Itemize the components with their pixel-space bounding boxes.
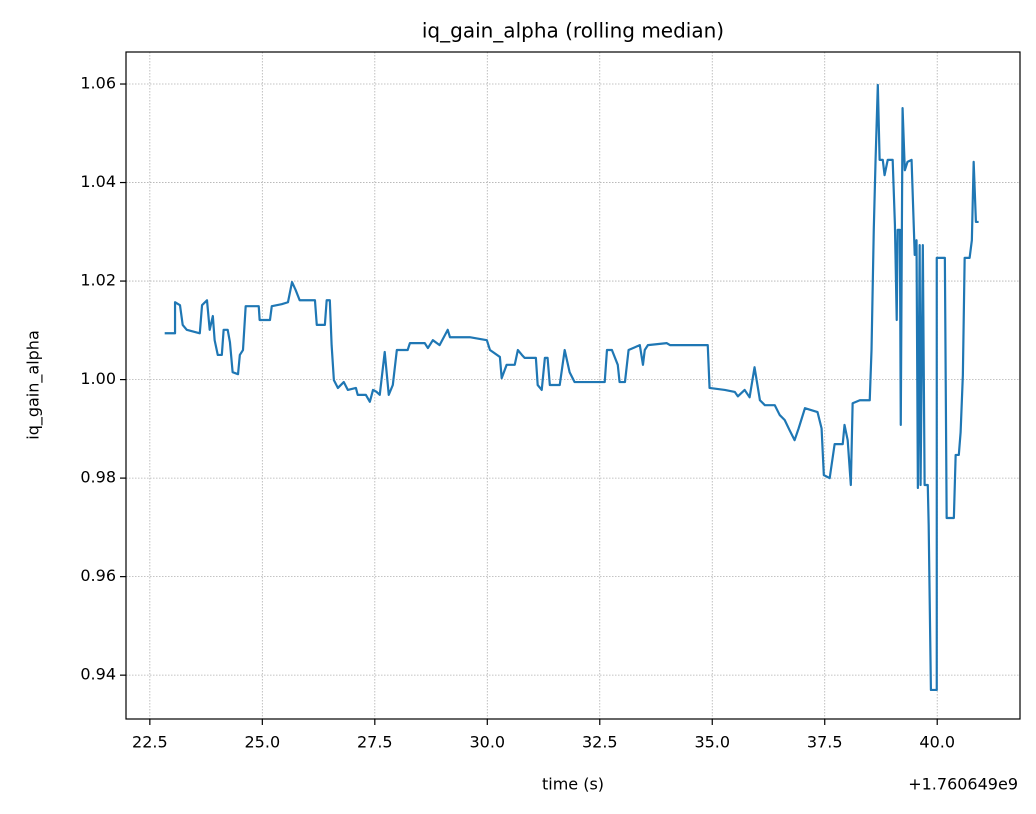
x-axis-label: time (s)	[542, 775, 604, 794]
data-line	[164, 83, 979, 692]
y-tick-label: 0.94	[80, 665, 116, 684]
x-offset-label: +1.760649e9	[908, 775, 1018, 794]
x-tick-label: 40.0	[919, 733, 955, 752]
y-tick-label: 1.06	[80, 74, 116, 93]
axes-frame	[125, 51, 1021, 720]
x-tick-label: 27.5	[357, 733, 393, 752]
y-tick-label: 0.96	[80, 566, 116, 585]
y-tick-label: 0.98	[80, 468, 116, 487]
y-axis-label: iq_gain_alpha	[24, 330, 44, 440]
grid	[126, 52, 1020, 719]
x-tick-label: 22.5	[132, 733, 168, 752]
x-tick-label: 32.5	[582, 733, 618, 752]
x-tick-label: 30.0	[469, 733, 505, 752]
y-tick-label: 1.00	[80, 369, 116, 388]
y-tick-label: 1.04	[80, 172, 116, 191]
x-tick-label: 35.0	[694, 733, 730, 752]
chart-title: iq_gain_alpha (rolling median)	[422, 19, 724, 43]
x-tick-label: 25.0	[245, 733, 281, 752]
plot-area	[164, 83, 979, 692]
y-tick-label: 1.02	[80, 271, 116, 290]
x-tick-label: 37.5	[807, 733, 843, 752]
